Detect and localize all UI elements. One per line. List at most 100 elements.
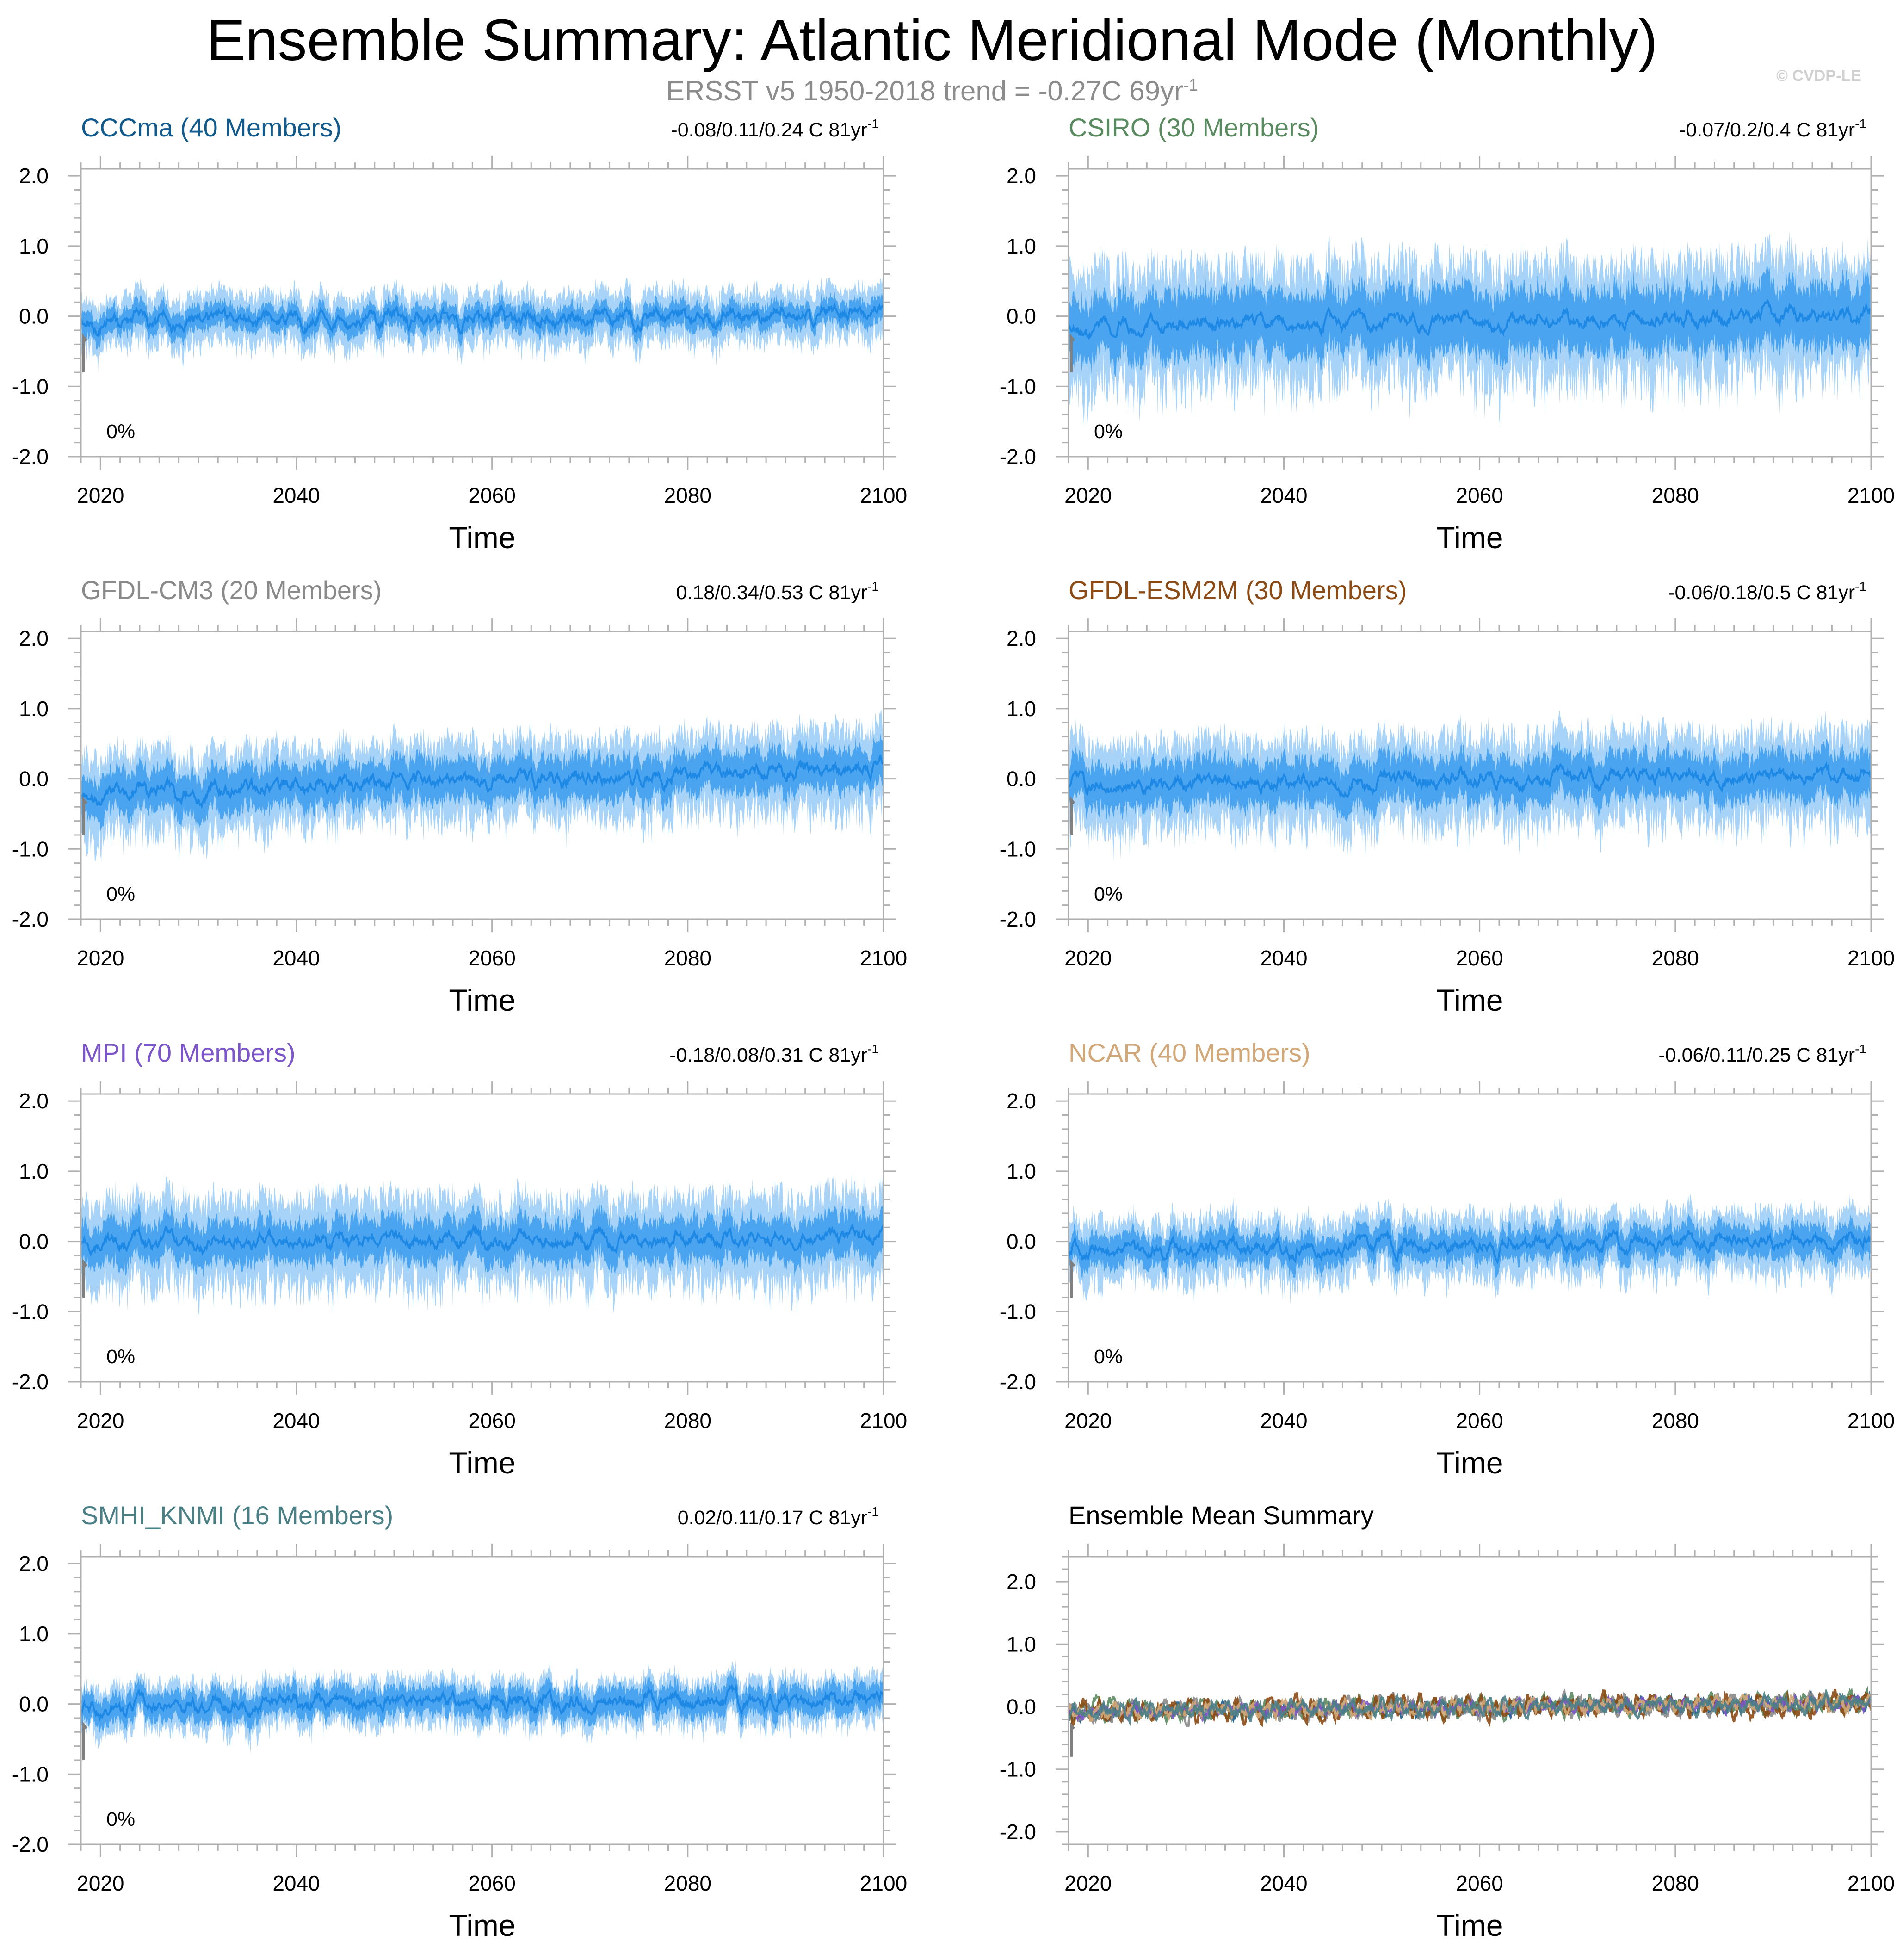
series-line-smhi_knmi <box>1067 1688 1872 1726</box>
trend-label: 0.02/0.11/0.17 C 81yr-1 <box>678 1504 879 1529</box>
ensemble-mean-line <box>1068 298 1872 341</box>
panel-ncar: NCAR (40 Members) -0.06/0.11/0.25 C 81yr-… <box>1000 1038 1895 1480</box>
x-tick-label: 2080 <box>664 483 711 507</box>
credit-label: © CVDP-LE <box>1776 67 1861 85</box>
panel-title: CCCma (40 Members) <box>81 113 341 142</box>
x-tick-label: 2020 <box>1064 1871 1112 1895</box>
y-tick-label: 2.0 <box>19 1552 49 1576</box>
y-tick-label: 0.0 <box>1007 767 1036 791</box>
x-tick-label: 2080 <box>1652 946 1699 970</box>
panel-title: CSIRO (30 Members) <box>1069 113 1319 142</box>
y-tick-label: 0.0 <box>19 304 49 328</box>
y-tick-label: -2.0 <box>1000 445 1036 469</box>
subtitle-exponent: -1 <box>1183 75 1198 94</box>
observed-stub <box>1070 796 1075 835</box>
x-axis-label: Time <box>449 1446 515 1480</box>
y-tick-label: 2.0 <box>19 1089 49 1113</box>
x-tick-label: 2100 <box>1847 1871 1895 1895</box>
x-tick-label: 2020 <box>1064 483 1112 507</box>
observed-stub <box>1070 333 1075 372</box>
x-tick-label: 2060 <box>1456 483 1503 507</box>
observed-stub <box>82 1258 88 1298</box>
panel-cccma: CCCma (40 Members) -0.08/0.11/0.24 C 81yr… <box>12 113 907 555</box>
y-tick-label: -2.0 <box>1000 1370 1036 1394</box>
subtitle-text: ERSST v5 1950-2018 trend = -0.27C 69yr <box>666 75 1183 106</box>
ensemble-iqr-band <box>1069 264 1871 378</box>
x-tick-label: 2100 <box>860 1409 907 1433</box>
y-tick-label: 0.0 <box>1007 1695 1036 1719</box>
ensemble-mean-line <box>1068 1228 1872 1265</box>
percent-label: 0% <box>106 420 135 443</box>
x-axis-label: Time <box>1436 520 1503 555</box>
trend-value: -0.08/0.11/0.24 C 81yr <box>671 119 867 141</box>
y-tick-label: 0.0 <box>19 1692 49 1716</box>
x-axis-label: Time <box>1436 1446 1503 1480</box>
x-tick-label: 2040 <box>1260 1871 1307 1895</box>
ensemble-mean-line <box>80 302 884 337</box>
y-tick-label: 2.0 <box>19 626 49 650</box>
x-tick-label: 2100 <box>860 1871 907 1895</box>
y-tick-label: 2.0 <box>1007 164 1036 188</box>
panel-title: SMHI_KNMI (16 Members) <box>81 1501 393 1530</box>
panel-title: MPI (70 Members) <box>81 1038 296 1067</box>
x-tick-label: 2080 <box>1652 1871 1699 1895</box>
x-tick-label: 2060 <box>1456 946 1503 970</box>
y-tick-label: 0.0 <box>1007 1230 1036 1254</box>
x-axis-label: Time <box>449 1908 515 1942</box>
y-tick-label: 2.0 <box>19 164 49 188</box>
trend-value: 0.02/0.11/0.17 C 81yr <box>678 1507 867 1529</box>
plot-frame <box>1068 1093 1872 1383</box>
trend-exponent: -1 <box>867 117 879 131</box>
x-tick-label: 2040 <box>272 1409 320 1433</box>
plot-frame <box>80 631 884 920</box>
percent-label: 0% <box>1094 883 1123 905</box>
y-tick-label: -1.0 <box>12 1299 49 1323</box>
y-tick-label: 1.0 <box>1007 697 1036 721</box>
x-tick-label: 2040 <box>272 1871 320 1895</box>
trend-exponent: -1 <box>867 1042 879 1056</box>
x-tick-label: 2040 <box>272 483 320 507</box>
ensemble-iqr-band <box>81 1199 884 1278</box>
ensemble-mean-line <box>80 1683 884 1722</box>
observed-stub <box>82 1721 88 1760</box>
y-tick-label: 1.0 <box>1007 234 1036 258</box>
trend-value: -0.06/0.18/0.5 C 81yr <box>1668 581 1855 604</box>
percent-label: 0% <box>106 883 135 905</box>
y-tick-label: 1.0 <box>19 1159 49 1183</box>
plot-frame <box>1068 1556 1872 1845</box>
trend-label: 0.18/0.34/0.53 C 81yr-1 <box>676 579 879 604</box>
y-tick-label: -2.0 <box>12 445 49 469</box>
y-tick-label: 2.0 <box>1007 1570 1036 1594</box>
y-tick-label: -2.0 <box>12 1832 49 1856</box>
y-tick-label: -1.0 <box>12 837 49 861</box>
y-tick-label: 1.0 <box>19 234 49 258</box>
plot-frame <box>80 1093 884 1383</box>
x-tick-label: 2020 <box>77 1871 124 1895</box>
x-tick-label: 2020 <box>77 946 124 970</box>
y-tick-label: -1.0 <box>12 1762 49 1786</box>
trend-exponent: -1 <box>1855 117 1866 131</box>
y-tick-label: 1.0 <box>1007 1159 1036 1183</box>
plot-frame <box>1068 631 1872 920</box>
y-tick-label: -1.0 <box>1000 1299 1036 1323</box>
observed-stub <box>82 796 88 835</box>
panel-gfdl-esm2m: GFDL-ESM2M (30 Members) -0.06/0.18/0.5 C … <box>1000 575 1895 1017</box>
plot-frame <box>80 168 884 458</box>
x-tick-label: 2040 <box>1260 1409 1307 1433</box>
y-tick-label: 1.0 <box>1007 1632 1036 1656</box>
ensemble-iqr-band <box>81 1669 884 1735</box>
trend-value: -0.07/0.2/0.4 C 81yr <box>1679 119 1855 141</box>
x-tick-label: 2020 <box>1064 946 1112 970</box>
y-tick-label: -2.0 <box>12 907 49 931</box>
x-tick-label: 2080 <box>664 1871 711 1895</box>
trend-exponent: -1 <box>867 579 879 594</box>
panel-title: GFDL-CM3 (20 Members) <box>81 575 382 605</box>
percent-label: 0% <box>106 1346 135 1368</box>
panel-csiro: CSIRO (30 Members) -0.07/0.2/0.4 C 81yr-1… <box>1000 113 1895 555</box>
y-tick-label: 1.0 <box>19 1622 49 1646</box>
trend-label: -0.06/0.11/0.25 C 81yr-1 <box>1658 1042 1866 1066</box>
x-tick-label: 2060 <box>468 946 515 970</box>
percent-label: 0% <box>1094 420 1123 443</box>
panel-title: NCAR (40 Members) <box>1069 1038 1310 1067</box>
x-axis-label: Time <box>1436 983 1503 1017</box>
